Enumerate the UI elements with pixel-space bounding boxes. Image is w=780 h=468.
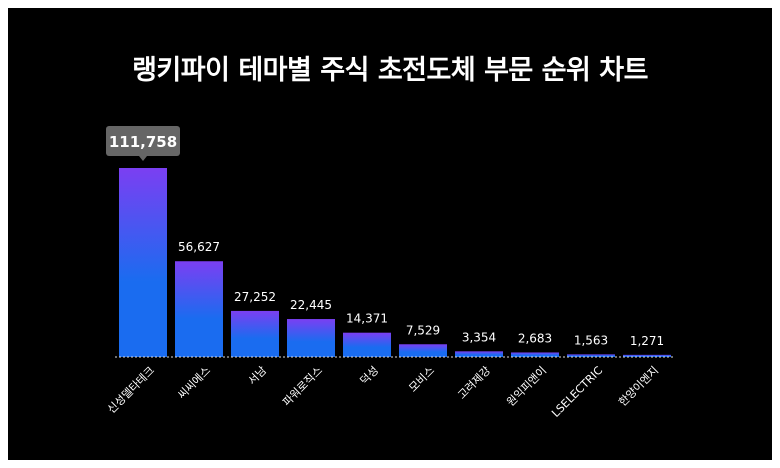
value-label: 1,563: [574, 333, 608, 347]
category-label: 한양이엔지: [616, 364, 661, 409]
value-label: 2,683: [518, 331, 552, 345]
value-label: 3,354: [462, 330, 496, 344]
value-tooltip: [106, 126, 180, 156]
bar: [343, 332, 391, 357]
category-label: LSELECTRIC: [549, 364, 605, 420]
value-label: 7,529: [406, 323, 440, 337]
value-label: 1,271: [630, 334, 664, 348]
bar: [175, 261, 223, 357]
value-label: 56,627: [178, 240, 220, 254]
bar: [567, 354, 615, 357]
category-label: 씨씨에스: [175, 364, 213, 402]
value-label: 27,252: [234, 290, 276, 304]
bar: [511, 352, 559, 357]
bar: [287, 319, 335, 357]
category-label: 서남: [246, 364, 270, 388]
bar: [455, 351, 503, 357]
bar: [623, 354, 671, 357]
category-label: 원익피앤이: [504, 364, 549, 409]
value-label: 22,445: [290, 298, 332, 312]
tooltip-pointer: [139, 156, 147, 161]
bar: [119, 168, 167, 357]
category-label: 모비스: [406, 364, 437, 395]
bar: [231, 310, 279, 357]
chart-title: 랭키파이 테마별 주식 초전도체 부문 순위 차트: [132, 55, 648, 86]
category-label: 신성델타테크: [105, 364, 157, 416]
bar: [399, 344, 447, 357]
category-label: 덕성: [358, 364, 382, 388]
category-label: 파워로직스: [280, 364, 325, 409]
category-label: 고려제강: [455, 364, 493, 402]
value-label: 14,371: [346, 312, 388, 326]
value-label: 111,758: [109, 133, 177, 151]
